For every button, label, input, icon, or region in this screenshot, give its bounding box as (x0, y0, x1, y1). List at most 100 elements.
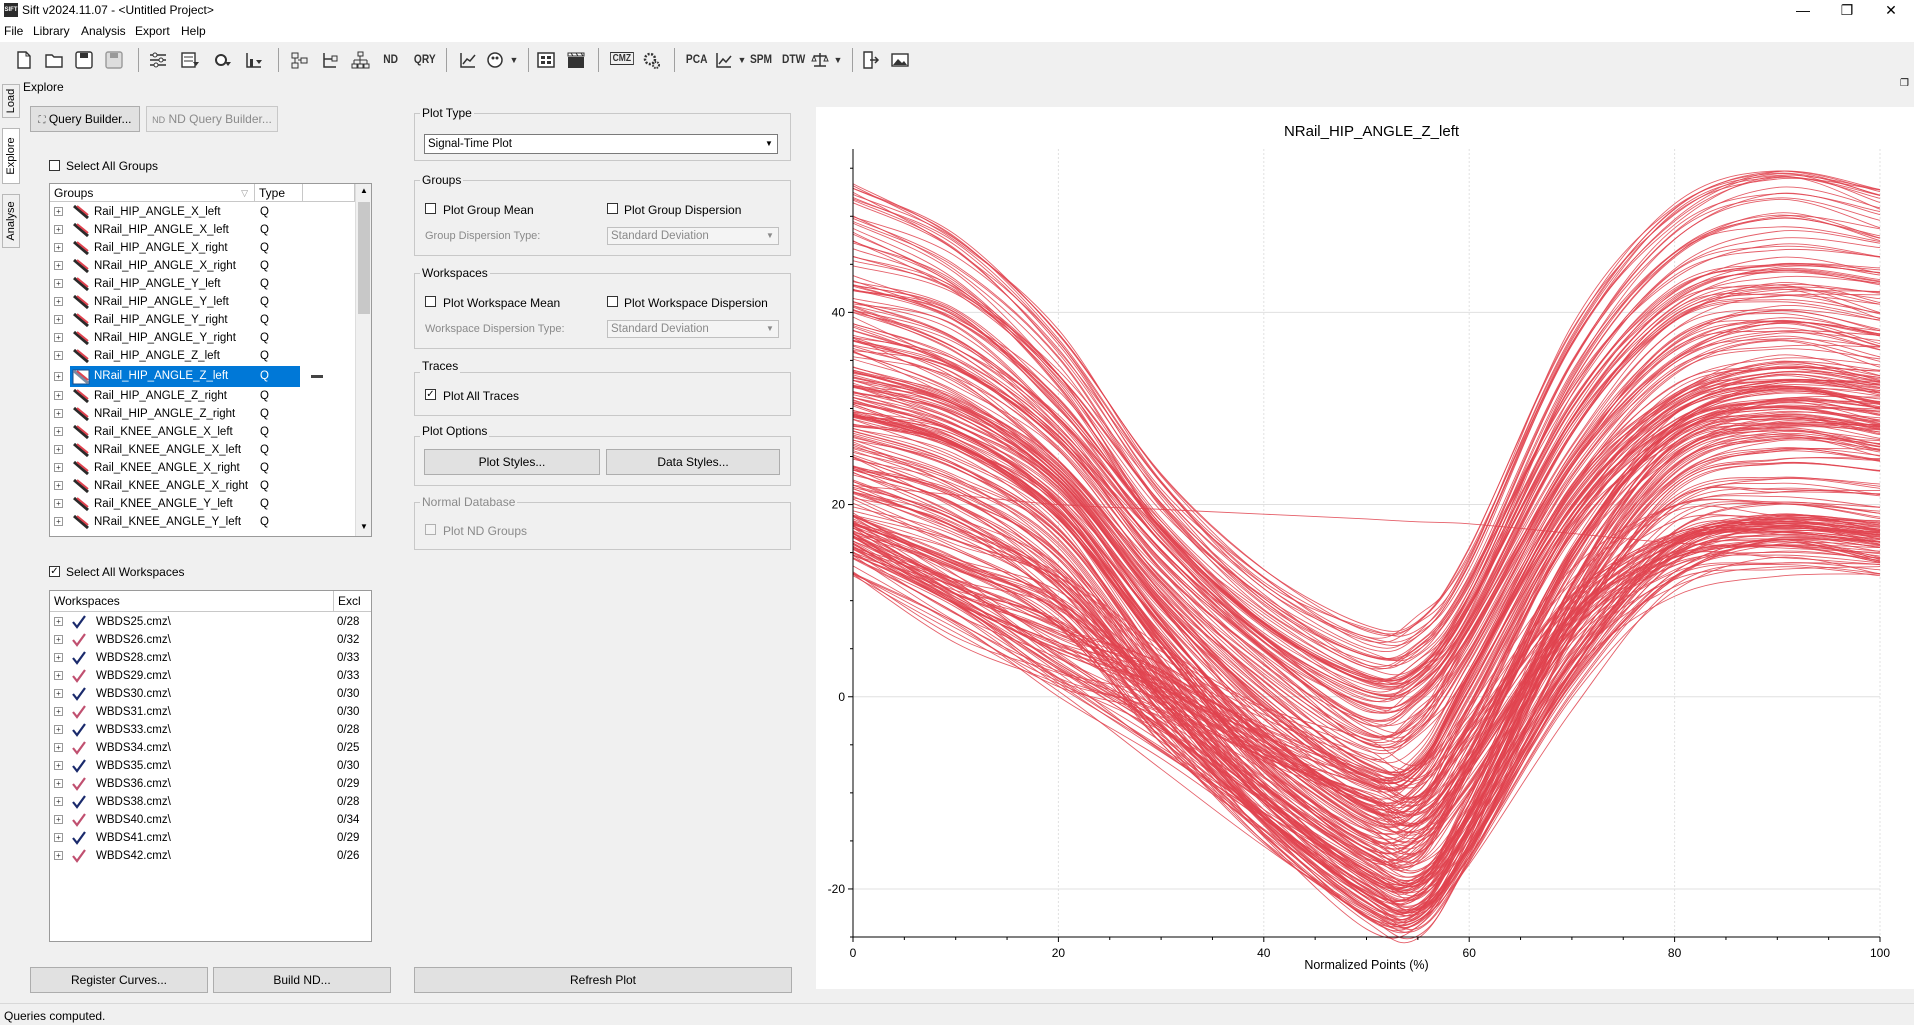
group-row-body[interactable]: NRail_HIP_ANGLE_X_right Q (70, 257, 300, 275)
plot-group-dispersion-checkbox[interactable] (607, 203, 618, 214)
select-all-workspaces-checkbox[interactable]: ✓ (49, 566, 60, 577)
dtw-icon[interactable]: DTW (782, 52, 806, 66)
group-row[interactable]: + NRail_HIP_ANGLE_Z_left Q (50, 366, 355, 387)
workspace-check-icon[interactable] (71, 776, 87, 792)
workspace-check-icon[interactable] (71, 812, 87, 828)
group-row-body[interactable]: Rail_KNEE_ANGLE_X_left Q (70, 423, 300, 441)
chevron-down-icon[interactable]: ▼ (833, 55, 843, 65)
workspace-check-icon[interactable] (71, 848, 87, 864)
expand-icon[interactable]: + (54, 297, 63, 306)
tree-layout-icon[interactable] (290, 50, 310, 70)
scroll-thumb[interactable] (358, 202, 370, 314)
menu-analysis[interactable]: Analysis (81, 24, 126, 38)
group-row-body[interactable]: NRail_HIP_ANGLE_Y_left Q (70, 293, 300, 311)
close-button[interactable]: ✕ (1885, 2, 1897, 18)
excl-column-header[interactable]: Excl (334, 591, 371, 612)
expand-icon[interactable]: + (54, 445, 63, 454)
plot-all-traces-checkbox[interactable]: ✓ (425, 389, 436, 400)
line-scatter-icon[interactable] (714, 50, 734, 70)
open-folder-icon[interactable] (44, 50, 64, 70)
expand-icon[interactable]: + (54, 779, 63, 788)
group-row[interactable]: + NRail_KNEE_ANGLE_X_left Q (50, 441, 355, 459)
workspace-row[interactable]: + WBDS33.cmz\ 0/28 (50, 721, 371, 739)
tab-load[interactable]: Load (2, 84, 20, 118)
workspace-check-icon[interactable] (71, 830, 87, 846)
expand-icon[interactable]: + (54, 689, 63, 698)
scroll-up-icon[interactable]: ▲ (360, 186, 368, 195)
menu-file[interactable]: File (4, 24, 24, 38)
plot-type-select[interactable]: Signal-Time Plot ▼ (424, 134, 778, 154)
workspace-check-icon[interactable] (71, 650, 87, 666)
restore-panel-icon[interactable]: ❐ (1900, 78, 1909, 89)
expand-icon[interactable]: + (54, 243, 63, 252)
signal-time-chart[interactable]: 0 20 40 60 80 100 -20 0 20 40 NRail_HIP_ANGLE_Z_le… (816, 107, 1914, 989)
workspace-check-icon[interactable] (71, 614, 87, 630)
plot-workspace-mean-checkbox[interactable] (425, 296, 436, 307)
plot-workspace-dispersion-checkbox[interactable] (607, 296, 618, 307)
spm-icon[interactable]: SPM (749, 52, 773, 66)
group-row[interactable]: + Rail_KNEE_ANGLE_X_left Q (50, 423, 355, 441)
menu-library[interactable]: Library (33, 24, 70, 38)
remove-icon[interactable] (311, 375, 323, 378)
build-nd-button[interactable]: Build ND... (213, 967, 391, 993)
workspace-check-icon[interactable] (71, 686, 87, 702)
minimize-button[interactable]: — (1796, 2, 1810, 18)
expand-icon[interactable]: + (54, 653, 63, 662)
workspace-check-icon[interactable] (71, 758, 87, 774)
clapperboard-icon[interactable] (566, 50, 586, 70)
workspace-check-icon[interactable] (71, 740, 87, 756)
expand-icon[interactable]: + (54, 391, 63, 400)
expand-icon[interactable]: + (54, 427, 63, 436)
groups-scrollbar[interactable]: ▲ ▼ (355, 184, 371, 536)
type-column-header[interactable]: Type (255, 184, 303, 202)
workspace-row[interactable]: + WBDS42.cmz\ 0/26 (50, 847, 371, 865)
group-row[interactable]: + NRail_KNEE_ANGLE_Y_left Q (50, 513, 355, 531)
expand-icon[interactable]: + (54, 225, 63, 234)
workspace-row[interactable]: + WBDS34.cmz\ 0/25 (50, 739, 371, 757)
expand-icon[interactable]: + (54, 315, 63, 324)
workspace-check-icon[interactable] (71, 794, 87, 810)
film-grid-icon[interactable] (536, 50, 556, 70)
expand-icon[interactable]: + (54, 481, 63, 490)
workspace-row[interactable]: + WBDS31.cmz\ 0/30 (50, 703, 371, 721)
group-row[interactable]: + Rail_HIP_ANGLE_Y_right Q (50, 311, 355, 329)
plot-group-mean-checkbox[interactable] (425, 203, 436, 214)
expand-icon[interactable]: + (54, 743, 63, 752)
group-row[interactable]: + Rail_HIP_ANGLE_Z_right Q (50, 387, 355, 405)
group-row-body[interactable]: Rail_KNEE_ANGLE_Y_left Q (70, 495, 300, 513)
group-row-body[interactable]: Rail_HIP_ANGLE_Y_right Q (70, 311, 300, 329)
group-row[interactable]: + Rail_HIP_ANGLE_X_left Q (50, 203, 355, 221)
tab-explore[interactable]: Explore (2, 128, 20, 184)
workspace-row[interactable]: + WBDS26.cmz\ 0/32 (50, 631, 371, 649)
group-row-body[interactable]: Rail_HIP_ANGLE_Z_right Q (70, 387, 300, 405)
pca-icon[interactable]: PCA (685, 52, 708, 66)
data-styles-button[interactable]: Data Styles... (606, 449, 780, 475)
expand-icon[interactable]: + (54, 707, 63, 716)
group-row[interactable]: + NRail_HIP_ANGLE_X_right Q (50, 257, 355, 275)
plot-styles-button[interactable]: Plot Styles... (424, 449, 600, 475)
chart-filter-icon[interactable] (244, 50, 264, 70)
image-icon[interactable] (890, 50, 910, 70)
menu-export[interactable]: Export (135, 24, 170, 38)
workspace-row[interactable]: + WBDS36.cmz\ 0/29 (50, 775, 371, 793)
group-row[interactable]: + NRail_HIP_ANGLE_Y_left Q (50, 293, 355, 311)
group-row-body[interactable]: Rail_HIP_ANGLE_X_right Q (70, 239, 300, 257)
hierarchy-icon[interactable] (350, 50, 370, 70)
group-row-body[interactable]: NRail_KNEE_ANGLE_X_right Q (70, 477, 300, 495)
expand-icon[interactable]: + (54, 725, 63, 734)
tab-analyse[interactable]: Analyse (2, 194, 20, 248)
group-row-body[interactable]: NRail_HIP_ANGLE_Y_right Q (70, 329, 300, 347)
group-row[interactable]: + Rail_HIP_ANGLE_Y_left Q (50, 275, 355, 293)
group-row-body[interactable]: Rail_HIP_ANGLE_Y_left Q (70, 275, 300, 293)
tree-branch-icon[interactable] (320, 50, 340, 70)
groups-column-header[interactable]: Groups ▽ (50, 184, 255, 202)
maximize-button[interactable]: ❐ (1840, 2, 1854, 18)
workspace-row[interactable]: + WBDS25.cmz\ 0/28 (50, 613, 371, 631)
group-row[interactable]: + Rail_KNEE_ANGLE_Y_left Q (50, 495, 355, 513)
group-row-body[interactable]: NRail_HIP_ANGLE_Z_left Q (70, 366, 300, 387)
group-row[interactable]: + Rail_KNEE_ANGLE_X_right Q (50, 459, 355, 477)
group-row-body[interactable]: Rail_HIP_ANGLE_X_left Q (70, 203, 300, 221)
table-filter-icon[interactable] (180, 50, 200, 70)
workspace-row[interactable]: + WBDS41.cmz\ 0/29 (50, 829, 371, 847)
expand-icon[interactable]: + (54, 635, 63, 644)
